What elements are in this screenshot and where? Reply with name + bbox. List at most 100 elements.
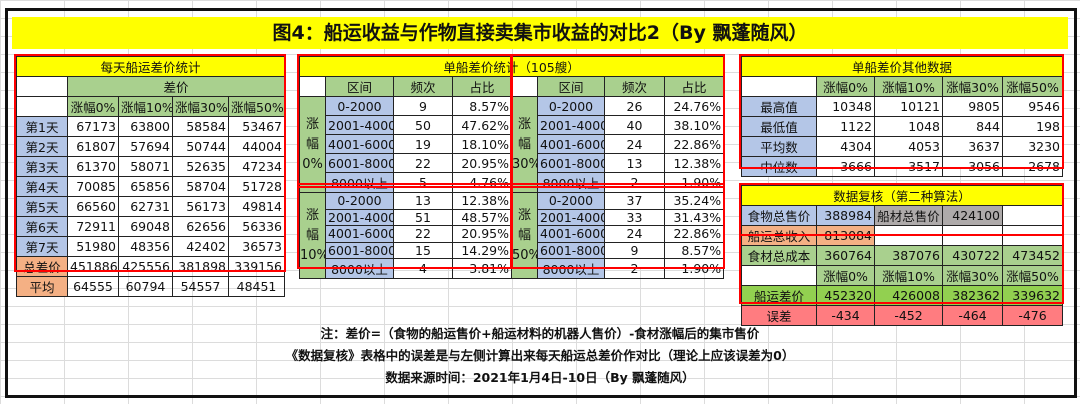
range-cell: 4001-6000 — [537, 225, 605, 243]
diff-value: 382362 — [942, 285, 1003, 306]
row-label: 食物总售价 — [741, 205, 817, 226]
diff-value: 339632 — [1001, 285, 1064, 306]
value-cell: 58584 — [172, 116, 229, 137]
count-cell: 22 — [393, 225, 453, 243]
range-row: 4001-6000 22 20.95% 4001-6000 24 22.86% — [300, 225, 725, 243]
column-header: 占比 — [663, 76, 725, 97]
value-cell: 70085 — [67, 176, 119, 197]
value-cell: 381898 — [172, 256, 229, 277]
row-label: 第4天 — [16, 176, 68, 197]
average-row: 平均 64555 60794 54557 48451 — [16, 276, 286, 297]
count-cell: 26 — [604, 96, 665, 116]
page-title: 图4：船运收益与作物直接卖集市收益的对比2（By 飘蓬随风） — [12, 17, 1068, 49]
count-cell: 2 — [604, 172, 665, 193]
count-cell: 24 — [604, 225, 665, 243]
group-label: 涨幅0% — [299, 96, 326, 193]
percent-cell: 20.95% — [452, 153, 512, 173]
value-cell: 66560 — [67, 196, 119, 217]
column-header: 涨幅10% — [874, 265, 943, 286]
range-cell: 0-2000 — [537, 96, 605, 116]
header-row: 涨幅0% 涨幅10% 涨幅30% 涨幅50% — [741, 265, 1064, 286]
title-row: 每天船运差价统计 — [15, 56, 286, 77]
count-cell: 2 — [604, 258, 665, 279]
range-cell: 6001-8000 — [325, 241, 394, 259]
percent-cell: 48.57% — [452, 208, 512, 226]
stat-row: 平均数 4304 4053 3637 3230 — [741, 136, 1064, 157]
row-label: 总差价 — [16, 256, 68, 277]
range-cell: 6001-8000 — [537, 153, 605, 173]
count-cell: 22 — [393, 153, 453, 173]
percent-cell: 24.76% — [663, 96, 725, 116]
food-total-row: 食物总售价 388984 船材总售价 424100 — [741, 205, 1064, 226]
note-source: 数据来源时间：2021年1月4日-10日（By 飘蓬随风） — [385, 370, 695, 385]
row-label: 船运差价 — [741, 285, 817, 306]
count-cell: 9 — [604, 241, 665, 259]
row-label: 第2天 — [16, 136, 68, 157]
column-header: 涨幅50% — [227, 96, 286, 117]
empty-cell — [1001, 225, 1064, 246]
value-cell: 3056 — [942, 156, 1003, 177]
day-row: 第6天 72911 69048 62656 56336 — [16, 216, 286, 237]
percent-cell: 12.38% — [663, 153, 725, 173]
value-cell: 72911 — [67, 216, 119, 237]
column-header: 涨幅0% — [816, 265, 875, 286]
value-cell: 4053 — [874, 136, 943, 157]
value-cell: 3637 — [942, 136, 1003, 157]
table-title: 每天船运差价统计 — [15, 56, 286, 77]
value-cell: 53467 — [227, 116, 286, 137]
range-row: 6001-8000 15 14.29% 6001-8000 9 8.57% — [300, 241, 725, 259]
cost-row: 食材总成本 360764 387076 430722 473452 — [741, 245, 1064, 266]
diff-row: 船运差价 452320 426008 382362 339632 — [741, 285, 1064, 306]
count-cell: 24 — [604, 134, 665, 154]
column-header: 区间 — [325, 76, 394, 97]
column-header: 涨幅0% — [816, 76, 875, 97]
day-row: 第7天 51980 48356 42402 36573 — [16, 236, 286, 257]
row-label: 最高值 — [741, 96, 817, 117]
row-label: 食材总成本 — [741, 245, 817, 266]
value-cell: 198 — [1001, 116, 1064, 137]
column-header: 涨幅30% — [942, 265, 1003, 286]
food-total-value: 388984 — [816, 205, 875, 226]
value-cell: 3517 — [874, 156, 943, 177]
count-cell: 13 — [604, 153, 665, 173]
range-cell: 8000以上 — [325, 172, 394, 193]
count-cell: 13 — [393, 192, 453, 210]
stat-row: 最高值 10348 10121 9805 9546 — [741, 96, 1064, 117]
empty-cell — [299, 76, 326, 97]
error-value: -434 — [816, 305, 875, 326]
cost-value: 360764 — [816, 245, 875, 266]
percent-cell: 31.43% — [663, 208, 725, 226]
error-value: -452 — [874, 305, 943, 326]
value-cell: 3230 — [1001, 136, 1064, 157]
value-cell: 69048 — [118, 216, 173, 237]
value-cell: 52635 — [172, 156, 229, 177]
range-cell: 2001-4000 — [537, 115, 605, 135]
column-header: 占比 — [452, 76, 512, 97]
error-row: 误差 -434 -452 -464 -476 — [741, 305, 1064, 326]
row-label: 第6天 — [16, 216, 68, 237]
value-cell: 1122 — [816, 116, 875, 137]
title-row: 单船差价统计（105艘） — [298, 56, 725, 77]
value-cell: 56173 — [172, 196, 229, 217]
range-cell: 6001-8000 — [537, 241, 605, 259]
empty-cell — [511, 76, 538, 97]
column-header: 频次 — [604, 76, 665, 97]
value-cell: 42402 — [172, 236, 229, 257]
percent-cell: 14.29% — [452, 241, 512, 259]
row-label: 平均 — [16, 276, 68, 297]
percent-cell: 8.57% — [663, 241, 725, 259]
count-cell: 4 — [393, 258, 453, 279]
range-cell: 4001-6000 — [325, 225, 394, 243]
percent-cell: 4.76% — [452, 172, 512, 193]
column-header: 区间 — [537, 76, 605, 97]
value-cell: 62656 — [172, 216, 229, 237]
count-cell: 37 — [604, 192, 665, 210]
column-header: 涨幅50% — [1001, 76, 1064, 97]
value-cell: 1048 — [874, 116, 943, 137]
total-row: 总差价 451886 425556 381898 339156 — [16, 256, 286, 277]
note-recheck: 《数据复核》表格中的误差是与左侧计算出来每天船运总差价作对比（理论上应该误差为0… — [285, 348, 795, 363]
value-cell: 844 — [942, 116, 1003, 137]
header-row: 区间 频次 占比 区间 频次 占比 — [299, 76, 725, 97]
count-cell: 15 — [393, 241, 453, 259]
